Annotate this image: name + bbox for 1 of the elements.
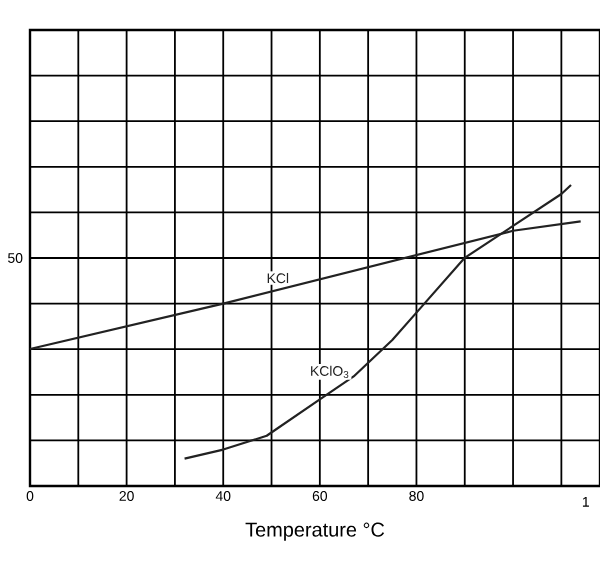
x-axis-title: Temperature °C	[245, 522, 385, 541]
